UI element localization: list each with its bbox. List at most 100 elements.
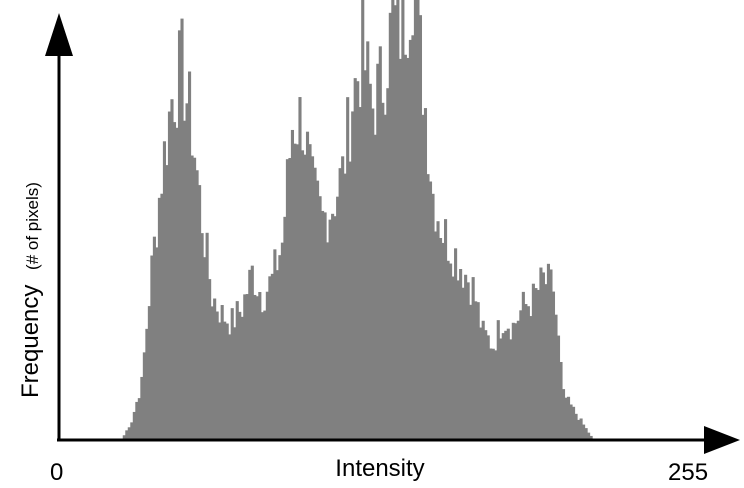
histogram-bar [383,114,387,440]
histogram-bar [293,143,297,440]
histogram-bar [356,81,360,441]
histogram-bar [147,306,151,440]
histogram-bar [230,308,234,440]
histogram-bar [441,242,445,440]
histogram-bar [381,102,385,440]
histogram-bar [220,305,224,440]
histogram-bar [122,435,126,440]
histogram-bar [556,335,561,440]
histogram-bar [566,396,571,440]
histogram-bar [561,389,566,440]
histogram-bar [140,376,144,440]
histogram-bar [170,99,174,440]
histogram-bar [213,298,217,440]
histogram-bar [278,255,282,440]
histogram-bar [188,71,192,440]
histogram-bar [551,291,556,440]
histogram-bar [579,418,583,440]
histogram-bar [454,248,458,440]
histogram-bar [408,39,412,440]
histogram-bar [228,334,232,440]
histogram-bar [446,260,450,440]
histogram-bar [413,0,417,441]
histogram-bar [180,18,184,440]
histogram-bar [529,316,533,440]
histogram-bar [358,107,362,441]
histogram-bar [290,129,295,440]
histogram-bar [333,216,337,440]
histogram-bar [157,197,161,440]
histogram-bar [348,161,352,440]
histogram-bar [283,216,287,440]
histogram-bar [268,276,272,440]
histogram-bar [240,316,244,440]
histogram-bar [559,361,563,440]
histogram-bar [275,270,279,440]
histogram-bar [396,0,400,440]
histogram-bar [418,15,423,441]
histogram-bar [323,212,327,440]
histogram-bar [451,276,455,440]
histogram-bar [431,193,435,440]
histogram-bar [165,165,169,441]
histogram-bar [459,269,463,440]
histogram-bar [549,269,553,440]
histogram-bar [449,263,453,440]
y-axis-label-note: (# of pixels) [23,182,42,270]
y-axis-arrow-icon [45,13,73,56]
histogram-bar [258,291,262,440]
histogram-bar [466,282,470,440]
histogram-bar [361,0,365,440]
histogram-bar [401,0,405,441]
histogram-bar [569,404,573,440]
histogram-bar [273,249,277,440]
histogram-bar [295,144,300,440]
histogram-bar [476,302,480,440]
histogram-bar [250,265,254,440]
histogram-bar [167,111,172,440]
histogram-bar [253,294,257,440]
histogram-bar [135,401,139,440]
histogram-bar [346,97,350,441]
histogram-bar [248,269,252,440]
histogram-bar [436,221,440,440]
histogram-bar [235,301,239,440]
histogram-bar [521,291,525,440]
histogram-bar [428,181,433,440]
histogram-bar [198,185,202,440]
histogram-bar [554,314,558,440]
histogram-bar [474,301,478,440]
y-axis-label-main: Frequency [17,285,44,398]
histogram-bar [341,156,345,440]
histogram-bar [531,283,535,440]
histogram-bars [122,0,593,441]
histogram-bar [255,296,259,440]
histogram-bar [582,424,586,440]
histogram-bar [326,242,330,440]
histogram-bar [245,294,249,440]
histogram-bar [288,157,292,441]
histogram-bar [499,338,503,440]
histogram-bar [506,328,510,440]
histogram-bar [193,157,197,441]
histogram-bar [534,288,538,440]
histogram-bar [444,219,448,440]
histogram-bar [371,108,375,440]
histogram-bar [208,279,212,440]
histogram-bar [479,327,483,440]
histogram-bar [160,193,164,440]
histogram-bar [393,5,397,440]
histogram-bar [336,196,340,440]
histogram-bar [200,233,204,440]
histogram-bar [177,30,182,440]
histogram-bar [378,46,382,440]
histogram-bar [496,320,500,440]
histogram-bar [125,430,129,440]
histogram-bar [265,291,269,440]
histogram-bar [142,352,146,440]
x-axis-label: Intensity [335,455,424,482]
y-axis-label: Frequency (# of pixels) [17,182,44,398]
histogram-bar [461,287,465,440]
histogram-bar [491,348,495,440]
